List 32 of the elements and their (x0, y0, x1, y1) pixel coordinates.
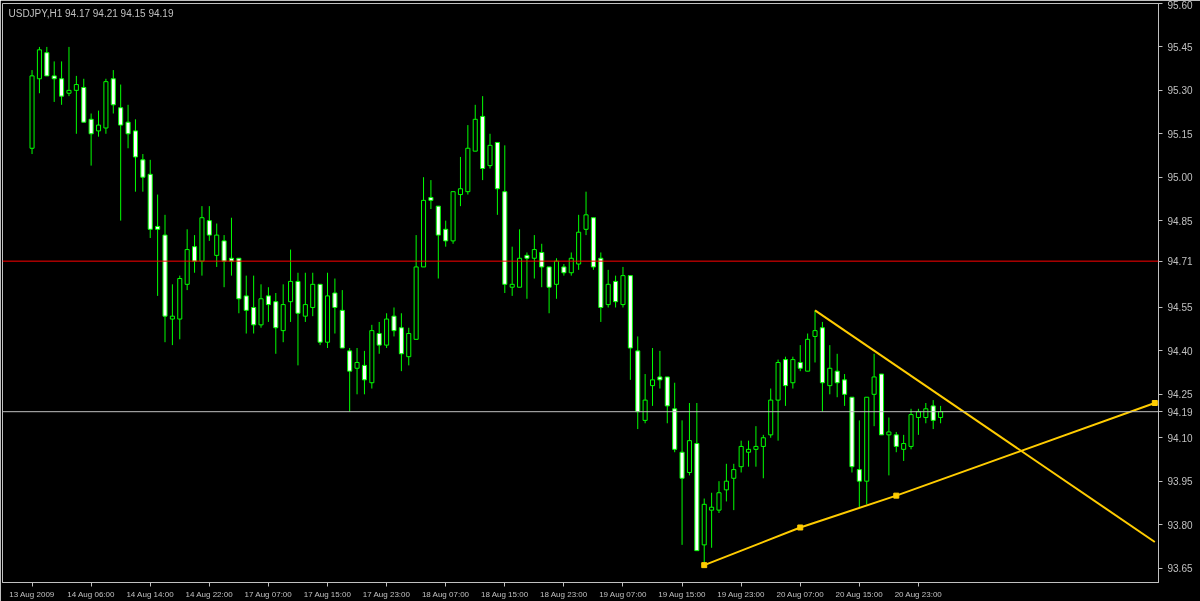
y-tick-label: 94.25 (1167, 389, 1193, 401)
x-tick-label: 17 Aug 23:00 (362, 589, 411, 599)
y-tick-label: 94.10 (1167, 432, 1193, 444)
y-tick-label: 94.40 (1167, 345, 1193, 357)
y-tick-label: 94.55 (1167, 302, 1193, 314)
y-tick-label: 95.60 (1167, 0, 1193, 11)
y-tick-label: 94.85 (1167, 215, 1193, 227)
ref-line-label: 94.19 (1167, 406, 1193, 418)
x-tick-label: 14 Aug 06:00 (67, 589, 116, 599)
x-tick-label: 17 Aug 07:00 (244, 589, 293, 599)
x-tick-label: 14 Aug 14:00 (126, 589, 175, 599)
x-tick-label: 20 Aug 15:00 (835, 589, 884, 599)
x-tick-label: 18 Aug 07:00 (421, 589, 470, 599)
chart-title: USDJPY,H1 94.17 94.21 94.15 94.19 (8, 7, 174, 19)
y-tick-label: 95.15 (1167, 128, 1193, 140)
x-tick-label: 13 Aug 2009 (9, 589, 55, 599)
x-tick-label: 19 Aug 23:00 (717, 589, 766, 599)
y-tick-label: 95.45 (1167, 41, 1193, 53)
y-tick-label: 95.30 (1167, 85, 1193, 97)
x-tick-label: 17 Aug 15:00 (303, 589, 352, 599)
x-tick-label: 18 Aug 23:00 (540, 589, 588, 599)
y-tick-label: 93.95 (1167, 476, 1193, 488)
y-tick-label: 95.00 (1167, 172, 1193, 184)
x-tick-label: 18 Aug 15:00 (480, 589, 529, 599)
x-tick-label: 20 Aug 23:00 (894, 589, 943, 599)
x-tick-label: 20 Aug 07:00 (776, 589, 825, 599)
y-tick-label: 93.80 (1167, 519, 1193, 531)
x-tick-label: 14 Aug 22:00 (185, 589, 234, 599)
x-tick-label: 19 Aug 15:00 (658, 589, 706, 599)
x-tick-label: 19 Aug 07:00 (599, 589, 647, 599)
y-tick-label: 93.65 (1167, 563, 1193, 575)
ref-line-label: 94.71 (1167, 256, 1193, 268)
